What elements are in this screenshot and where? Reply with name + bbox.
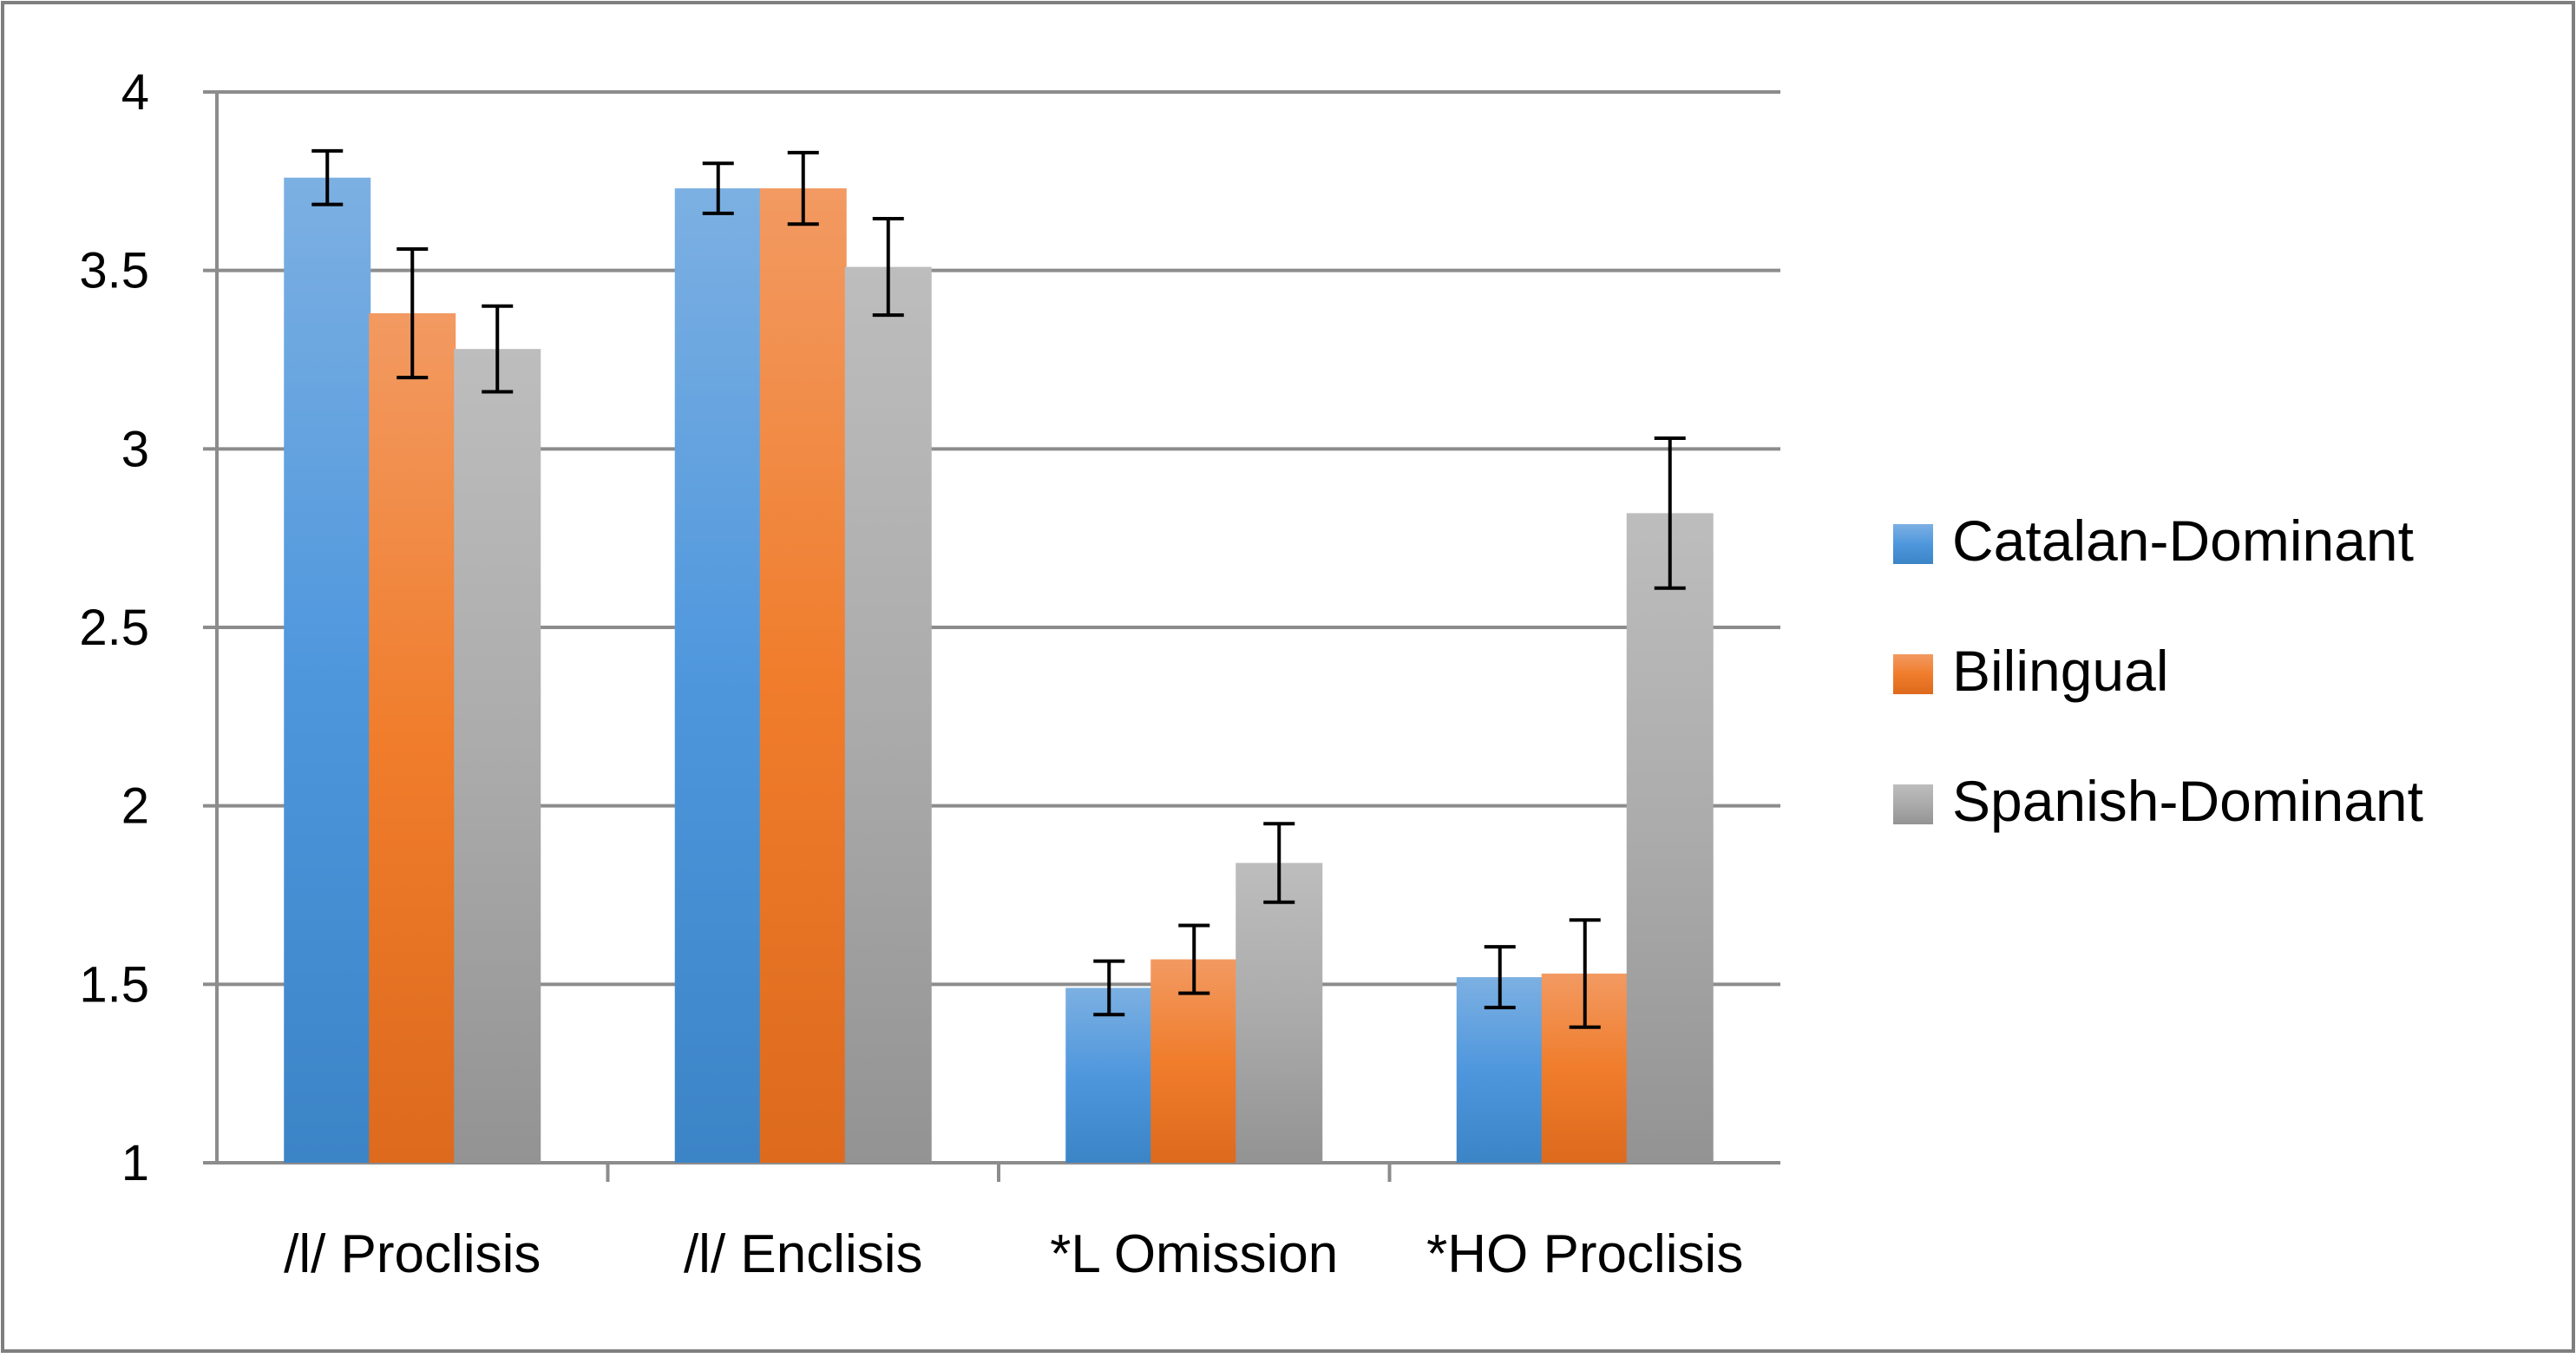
bar-catalan-dominant-1 xyxy=(674,188,762,1163)
error-bar xyxy=(1569,918,1601,1029)
bars xyxy=(284,177,1714,1164)
bar-catalan-dominant-2 xyxy=(1065,987,1153,1163)
y-tick-label: 4 xyxy=(121,64,149,121)
legend-label: Catalan-Dominant xyxy=(1952,508,2414,573)
legend-item: Catalan-Dominant xyxy=(1893,508,2414,573)
y-tick-label: 2.5 xyxy=(79,600,149,656)
legend: Catalan-Dominant Bilingual Spanish-Dominan… xyxy=(1893,508,2423,833)
legend-item: Bilingual xyxy=(1893,639,2169,703)
x-category-label: *HO Proclisis xyxy=(1426,1224,1743,1284)
y-tick-label: 3 xyxy=(121,421,149,477)
error-bar xyxy=(1178,923,1210,995)
y-tick-label: 1.5 xyxy=(79,956,149,1013)
y-tick-label: 1 xyxy=(121,1135,149,1191)
bar-bilingual-1 xyxy=(759,188,847,1163)
error-bar xyxy=(1484,945,1516,1010)
legend-item: Spanish-Dominant xyxy=(1893,769,2423,833)
bar-spanish-dominant-0 xyxy=(454,349,541,1163)
x-category-label: *L Omission xyxy=(1050,1224,1338,1284)
bar-spanish-dominant-2 xyxy=(1236,863,1323,1163)
bar-catalan-dominant-0 xyxy=(284,177,371,1164)
legend-label: Bilingual xyxy=(1952,639,2169,703)
x-category-label: /l/ Enclisis xyxy=(684,1224,923,1284)
error-bar xyxy=(311,148,344,207)
legend-swatch xyxy=(1893,654,1933,694)
error-bar xyxy=(482,304,514,394)
error-bar xyxy=(1654,436,1686,590)
x-category-label: /l/ Proclisis xyxy=(284,1224,541,1284)
bar-spanish-dominant-1 xyxy=(844,266,932,1163)
error-bars xyxy=(311,148,1686,1029)
legend-label: Spanish-Dominant xyxy=(1952,769,2423,833)
error-bar xyxy=(397,246,429,380)
tick-labels: 1 1.5 2 2.5 3 3.5 4/l/ Proclisis/l/ Enclisis *L… xyxy=(79,64,1743,1284)
legend-swatch xyxy=(1893,784,1933,824)
y-tick-label: 2 xyxy=(121,778,149,835)
error-bar xyxy=(872,217,904,318)
bar-bilingual-0 xyxy=(369,313,456,1163)
error-bar xyxy=(787,150,819,226)
legend-swatch xyxy=(1893,524,1933,564)
bar-spanish-dominant-3 xyxy=(1626,513,1714,1163)
error-bar xyxy=(702,161,734,215)
y-tick-label: 3.5 xyxy=(79,243,149,299)
error-bar xyxy=(1093,959,1125,1017)
error-bar xyxy=(1263,822,1295,904)
